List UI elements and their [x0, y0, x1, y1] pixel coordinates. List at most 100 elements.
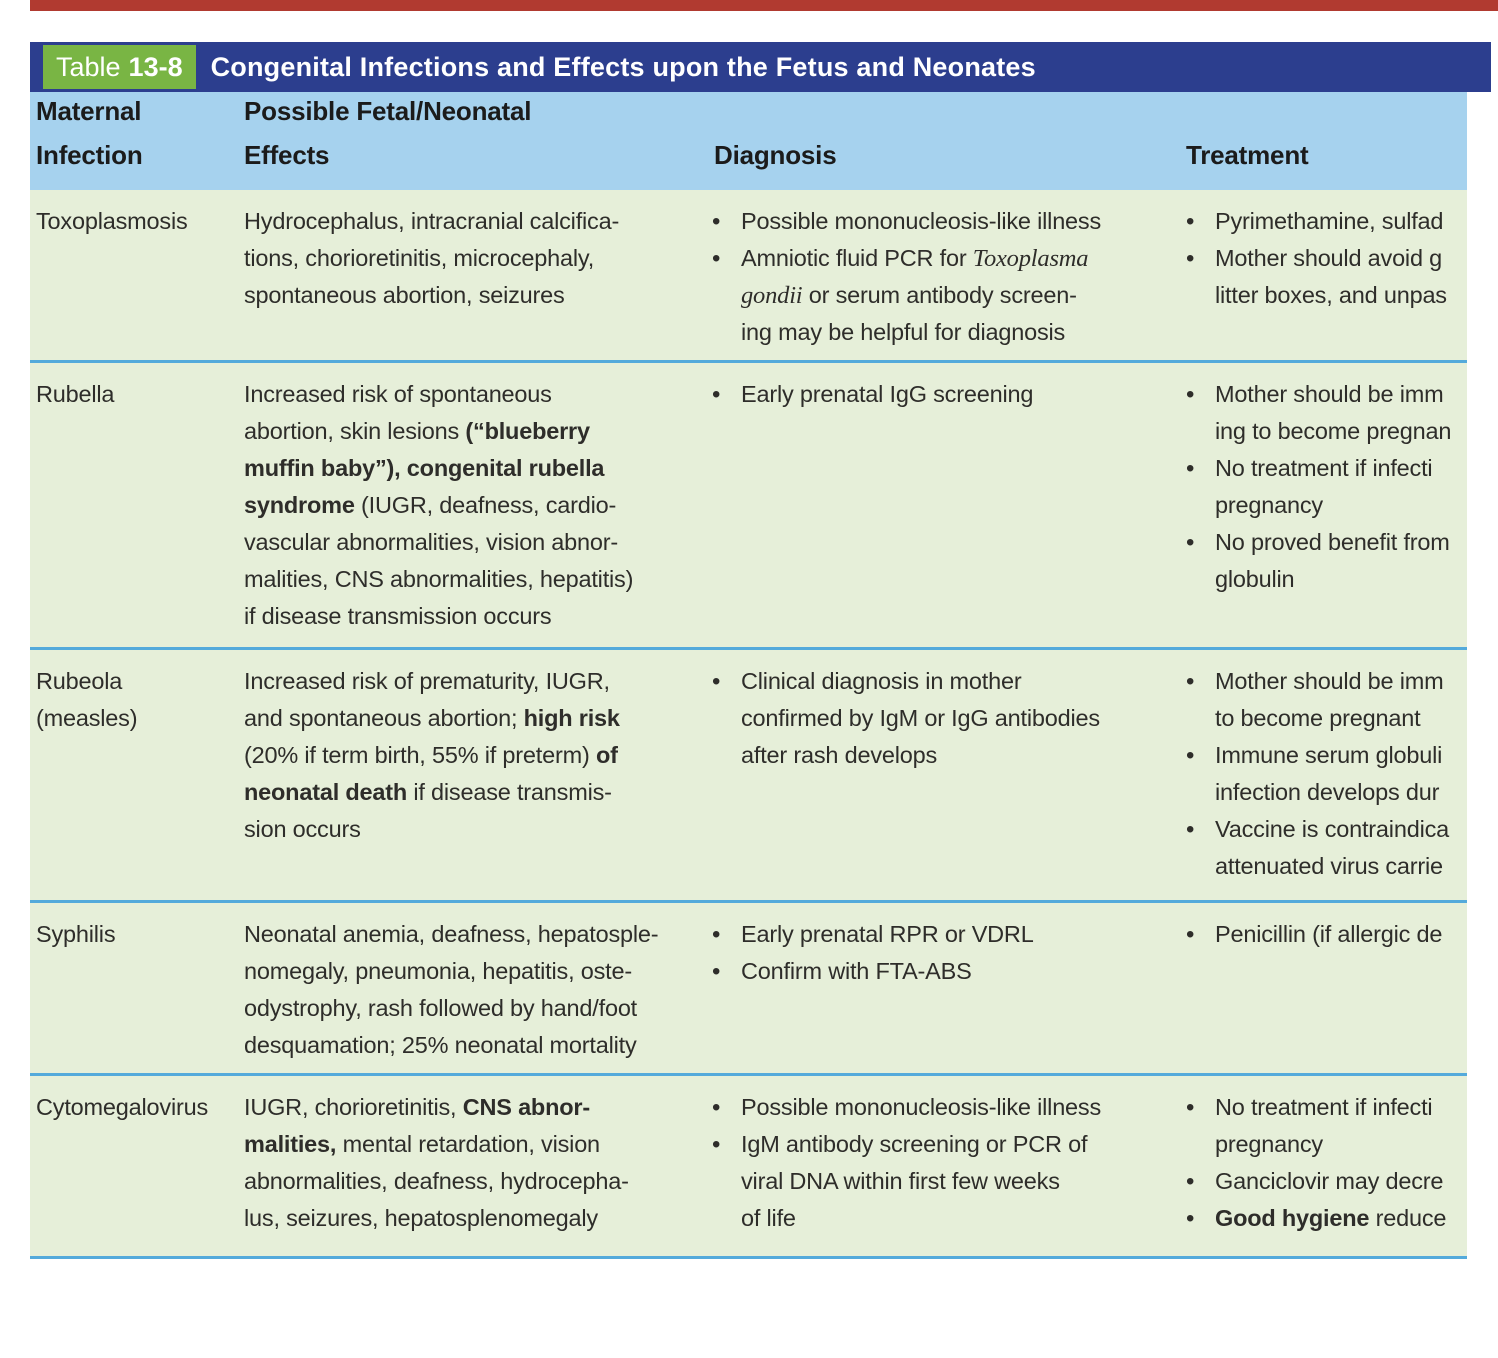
- column-header-diagnosis: Diagnosis: [714, 133, 837, 177]
- text-segment: Increased risk of spontaneous: [244, 381, 552, 407]
- text-segment: pregnancy: [1215, 492, 1323, 518]
- text-line: abortion, skin lesions (“blueberry: [244, 413, 706, 450]
- text-segment: globulin: [1215, 566, 1295, 592]
- text-line: muffin baby”), congenital rubella: [244, 450, 706, 487]
- text-line: syndrome (IUGR, deafness, cardio-: [244, 487, 706, 524]
- text-segment: Mother should be imm: [1215, 668, 1444, 694]
- text-segment: Immune serum globuli: [1215, 742, 1443, 768]
- text-segment: vascular abnormalities, vision abnor-: [244, 529, 618, 555]
- infection-cell: Rubeola (measles): [36, 663, 238, 737]
- text-segment: tions, chorioretinitis, microcephaly,: [244, 245, 595, 271]
- text-line: malities, CNS abnormalities, hepatitis): [244, 561, 706, 598]
- text-segment: or serum antibody screen-: [802, 282, 1077, 308]
- effects-cell: IUGR, chorioretinitis, CNS abnor-malitie…: [244, 1089, 706, 1237]
- bullet-icon: •: [1186, 1205, 1195, 1232]
- bullet-text: Immune serum globuli infection develops d…: [1215, 737, 1467, 811]
- text-segment: if disease transmis-: [407, 779, 612, 805]
- text-line: to become pregnant: [1215, 700, 1467, 737]
- text-segment: Confirm with FTA-ABS: [741, 958, 972, 984]
- text-segment: to become pregnant: [1215, 705, 1421, 731]
- bullet-icon: •: [712, 208, 721, 235]
- effects-cell: Hydrocephalus, intracranial calcifica-ti…: [244, 203, 706, 314]
- text-line: Early prenatal RPR or VDRL: [741, 916, 1174, 953]
- text-line: ing may be helpful for diagnosis: [741, 314, 1174, 351]
- bullet-text: Pyrimethamine, sulfad: [1215, 203, 1467, 240]
- column-header-maternal-infection: Maternal Infection: [36, 89, 143, 177]
- text-segment: nomegaly, pneumonia, hepatitis, oste-: [244, 958, 632, 984]
- treatment-bullets: • Pyrimethamine, sulfad • Mother should avo…: [1186, 203, 1467, 314]
- bullet-text: Early prenatal RPR or VDRL: [741, 916, 1174, 953]
- text-line: Treatment: [1186, 133, 1309, 177]
- text-line: Maternal: [36, 89, 143, 133]
- text-segment: Possible Fetal/Neonatal: [244, 96, 532, 126]
- table-title: Congenital Infections and Effects upon t…: [210, 51, 1036, 82]
- text-segment: abnormalities, deafness, hydrocepha-: [244, 1168, 629, 1194]
- text-line: nomegaly, pneumonia, hepatitis, oste-: [244, 953, 706, 990]
- bullet-text: No treatment if infecti pregnancy: [1215, 450, 1467, 524]
- congenital-infections-table: Table 13-8 Congenital Infections and Effe…: [30, 42, 1491, 1259]
- bullet-text: Clinical diagnosis in mother confirmed by…: [741, 663, 1174, 774]
- bullet-icon: •: [712, 1131, 721, 1158]
- treatment-bullets: • Penicillin (if allergic de: [1186, 916, 1467, 953]
- bullet-text: No treatment if infecti pregnancy: [1215, 1089, 1467, 1163]
- bullet-icon: •: [1186, 529, 1195, 556]
- bullet-item: • Mother should be imm ing to become pregn…: [1186, 376, 1467, 450]
- text-line: attenuated virus carrie: [1215, 848, 1467, 885]
- diagnosis-cell: • Possible mononucleosis-like illness • IgM…: [712, 1089, 1174, 1237]
- bullet-text: Penicillin (if allergic de: [1215, 916, 1467, 953]
- text-segment: confirmed by IgM or IgG antibodies: [741, 705, 1100, 731]
- text-segment: Good hygiene: [1215, 1205, 1370, 1231]
- text-segment: malities,: [244, 1131, 337, 1157]
- text-segment: reduce: [1369, 1205, 1447, 1231]
- diagnosis-bullets: • Possible mononucleosis-like illness • IgM…: [712, 1089, 1174, 1237]
- diagnosis-cell: • Possible mononucleosis-like illness • Amn…: [712, 203, 1174, 351]
- text-line: viral DNA within first few weeks: [741, 1163, 1174, 1200]
- text-segment: Vaccine is contraindica: [1215, 816, 1450, 842]
- bullet-text: No proved benefit from globulin: [1215, 524, 1467, 598]
- text-segment: No proved benefit from: [1215, 529, 1450, 555]
- text-line: Mother should avoid g: [1215, 240, 1467, 277]
- text-line: Rubella: [36, 376, 238, 413]
- bullet-item: • No proved benefit from globulin: [1186, 524, 1467, 598]
- diagnosis-bullets: • Clinical diagnosis in mother confirmed b…: [712, 663, 1174, 774]
- text-line: Syphilis: [36, 916, 238, 953]
- text-segment: lus, seizures, hepatosplenomegaly: [244, 1205, 598, 1231]
- text-line: globulin: [1215, 561, 1467, 598]
- bullet-text: Possible mononucleosis-like illness: [741, 203, 1174, 240]
- text-segment: of: [595, 742, 618, 768]
- table-title-bar: Table 13-8 Congenital Infections and Effe…: [30, 42, 1491, 92]
- text-line: spontaneous abortion, seizures: [244, 277, 706, 314]
- text-segment: CNS abnor-: [462, 1094, 590, 1120]
- text-line: confirmed by IgM or IgG antibodies: [741, 700, 1174, 737]
- bullet-item: • Vaccine is contraindica attenuated virus…: [1186, 811, 1467, 885]
- text-segment: Rubella: [36, 381, 115, 407]
- bullet-icon: •: [712, 668, 721, 695]
- text-segment: spontaneous abortion, seizures: [244, 282, 565, 308]
- table-row: Cytomegalovirus IUGR, chorioretinitis, CN…: [30, 1076, 1467, 1259]
- treatment-bullets: • No treatment if infecti pregnancy • Gancic…: [1186, 1089, 1467, 1237]
- bullet-item: • IgM antibody screening or PCR of viral D…: [712, 1126, 1174, 1237]
- bullet-icon: •: [1186, 381, 1195, 408]
- text-segment: No treatment if infecti: [1215, 1094, 1433, 1120]
- text-line: Effects: [244, 133, 531, 177]
- table-row: Syphilis Neonatal anemia, deafness, hepat…: [30, 903, 1467, 1076]
- diagnosis-cell: • Clinical diagnosis in mother confirmed b…: [712, 663, 1174, 774]
- text-segment: Mother should avoid g: [1215, 245, 1443, 271]
- text-segment: (measles): [36, 705, 138, 731]
- text-segment: Possible mononucleosis-like illness: [741, 208, 1102, 234]
- bullet-item: • Mother should avoid g litter boxes, and …: [1186, 240, 1467, 314]
- bullet-icon: •: [712, 1094, 721, 1121]
- text-segment: Possible mononucleosis-like illness: [741, 1094, 1102, 1120]
- text-segment: Toxoplasmosis: [36, 208, 188, 234]
- text-line: Increased risk of spontaneous: [244, 376, 706, 413]
- text-segment: Increased risk of prematurity, IUGR,: [244, 668, 610, 694]
- text-line: Mother should be imm: [1215, 376, 1467, 413]
- bullet-icon: •: [712, 245, 721, 272]
- text-line: Ganciclovir may decre: [1215, 1163, 1467, 1200]
- bullet-item: • Ganciclovir may decre: [1186, 1163, 1467, 1200]
- text-line: sion occurs: [244, 811, 706, 848]
- text-line: Good hygiene reduce: [1215, 1200, 1467, 1237]
- column-header-fetal-neonatal-effects: Possible Fetal/Neonatal Effects: [244, 89, 531, 177]
- text-segment: Amniotic fluid PCR for: [741, 245, 973, 271]
- table-header-row: Maternal Infection Possible Fetal/Neonatal…: [30, 92, 1467, 190]
